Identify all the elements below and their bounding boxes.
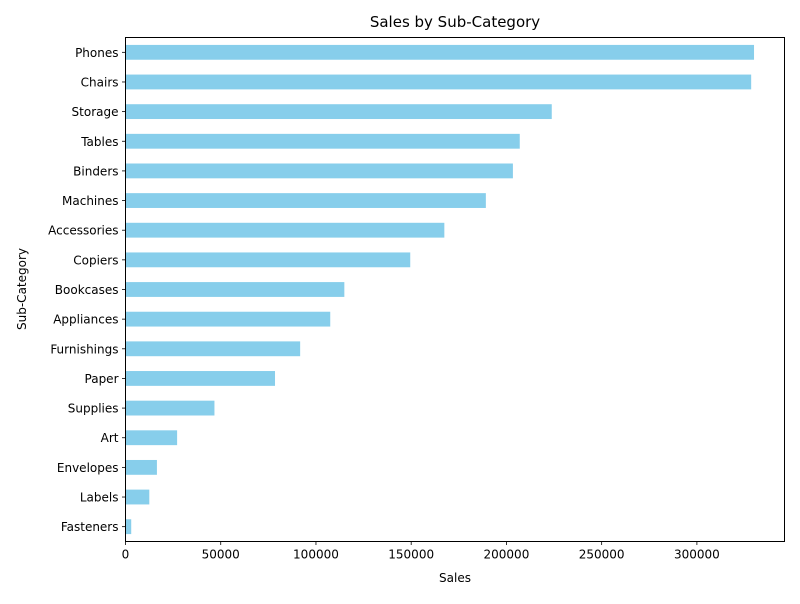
y-tick-label: Art [101,431,119,445]
bar-furnishings [125,341,301,357]
y-tick-label: Furnishings [50,342,118,356]
bar-binders [125,163,513,179]
y-tick-label: Bookcases [55,283,119,297]
bar-envelopes [125,459,157,475]
x-tick-label: 0 [122,548,130,562]
y-tick-label: Paper [85,372,119,386]
bar-chairs [125,74,752,90]
bar-accessories [125,222,445,238]
bar-fasteners [125,519,132,535]
bar-appliances [125,311,331,327]
y-tick-label: Labels [80,491,119,505]
y-ticks-group: Phones Chairs Storage Tables Binders Machines… [48,46,126,534]
x-axis-label: Sales [439,571,471,585]
x-tick-label: 300000 [674,548,720,562]
y-tick-label: Accessories [48,224,118,238]
y-tick-label: Binders [73,164,118,178]
x-tick-label: 100000 [293,548,339,562]
y-tick-label: Envelopes [57,461,119,475]
bar-tables [125,133,520,149]
y-tick-label: Machines [62,194,118,208]
bar-phones [125,44,755,60]
y-axis-label: Sub-Category [15,248,29,330]
y-tick-label: Copiers [73,253,118,267]
bar-labels [125,489,150,505]
bar-copiers [125,252,411,268]
bar-bookcases [125,282,345,297]
bars-group [125,44,755,535]
bar-machines [125,193,486,208]
y-tick-label: Supplies [68,402,119,416]
x-ticks-group: 0 50000 100000 150000 200000 250000 300000 [122,541,720,562]
y-tick-label: Chairs [81,75,119,89]
chart-title: Sales by Sub-Category [370,13,540,31]
x-tick-label: 250000 [579,548,625,562]
y-tick-label: Tables [80,135,118,149]
y-tick-label: Storage [72,105,119,119]
bar-storage [125,104,552,120]
x-tick-label: 200000 [484,548,530,562]
bar-supplies [125,400,215,416]
y-tick-label: Appliances [53,313,118,327]
y-tick-label: Phones [75,46,118,60]
bar-paper [125,371,276,386]
x-tick-label: 50000 [202,548,240,562]
plot-frame [125,37,785,542]
bar-art [125,430,178,446]
x-tick-label: 150000 [388,548,434,562]
y-tick-label: Fasteners [61,520,119,534]
